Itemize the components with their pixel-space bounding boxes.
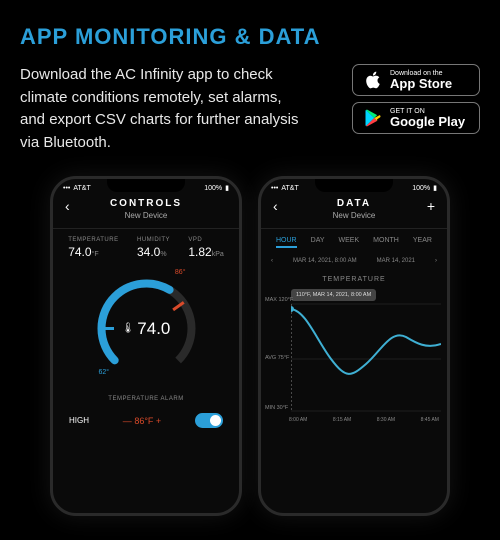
data-subtitle: New Device	[273, 211, 435, 220]
phone-controls: •••AT&T 4:48PM 100%▮ ‹ CONTROLS New Devi…	[50, 176, 242, 516]
tab-day[interactable]: DAY	[311, 237, 325, 248]
xtick: 8:00 AM	[289, 417, 307, 423]
add-icon[interactable]: +	[427, 198, 435, 214]
metric-temperature: TEMPERATURE 74.0°F	[68, 237, 118, 261]
date-left: MAR 14, 2021, 8:00 AM	[293, 258, 357, 264]
temperature-chart[interactable]: 110°F, MAR 14, 2021, 8:00 AM MAX 120°F A…	[261, 287, 447, 417]
google-play-icon	[363, 108, 383, 128]
battery-pct: 100%	[412, 185, 430, 192]
alarm-high-row: HIGH — 86°F +	[65, 408, 227, 433]
google-play-name: Google Play	[390, 115, 465, 128]
phone-notch	[107, 179, 185, 192]
signal-icon: •••	[271, 185, 278, 192]
date-right: MAR 14, 2021	[377, 258, 415, 264]
phone-notch	[315, 179, 393, 192]
carrier: AT&T	[281, 185, 298, 192]
app-store-badge[interactable]: Download on the App Store	[352, 64, 480, 96]
phone-data: •••AT&T 4:48PM 100%▮ ‹ + DATA New Device…	[258, 176, 450, 516]
date-nav: ‹ MAR 14, 2021, 8:00 AM MAR 14, 2021 ›	[261, 254, 447, 268]
apple-icon	[363, 70, 383, 90]
app-store-name: App Store	[390, 77, 452, 90]
chart-xaxis: 8:00 AM 8:15 AM 8:30 AM 8:45 AM	[261, 417, 447, 423]
metric-vpd: VPD 1.82kPa	[188, 237, 223, 261]
tab-year[interactable]: YEAR	[413, 237, 432, 248]
carrier: AT&T	[73, 185, 90, 192]
back-icon[interactable]: ‹	[273, 198, 278, 214]
dial-min-label: 62°	[99, 369, 110, 376]
range-tabs: HOUR DAY WEEK MONTH YEAR	[261, 229, 447, 254]
temperature-dial[interactable]: 86° 62° 🌡74.0	[89, 271, 204, 386]
alarm-section-label: TEMPERATURE ALARM	[65, 396, 227, 402]
data-header: ‹ + DATA New Device	[261, 194, 447, 229]
y-min: MIN 30°F	[265, 405, 288, 411]
controls-title: CONTROLS	[65, 198, 227, 209]
battery-icon: ▮	[225, 184, 229, 192]
xtick: 8:45 AM	[421, 417, 439, 423]
battery-pct: 100%	[204, 185, 222, 192]
dial-max-label: 86°	[175, 269, 186, 276]
dial-center-value: 🌡74.0	[122, 319, 171, 339]
metric-humidity: HUMIDITY 34.0%	[137, 237, 170, 261]
page-title: APP MONITORING & DATA	[20, 24, 480, 50]
controls-subtitle: New Device	[65, 211, 227, 220]
battery-icon: ▮	[433, 184, 437, 192]
tab-week[interactable]: WEEK	[339, 237, 360, 248]
store-badges: Download on the App Store GET IT ON Goog…	[352, 64, 480, 134]
alarm-toggle[interactable]	[195, 413, 223, 428]
controls-header: ‹ CONTROLS New Device	[53, 194, 239, 229]
date-next-icon[interactable]: ›	[435, 258, 437, 264]
signal-icon: •••	[63, 185, 70, 192]
alarm-high-value: — 86°F +	[123, 416, 161, 426]
back-icon[interactable]: ‹	[65, 198, 70, 214]
metrics-row: TEMPERATURE 74.0°F HUMIDITY 34.0% VPD 1.…	[53, 229, 239, 265]
google-play-badge[interactable]: GET IT ON Google Play	[352, 102, 480, 134]
data-title: DATA	[273, 198, 435, 209]
tab-month[interactable]: MONTH	[373, 237, 399, 248]
y-max: MAX 120°F	[265, 297, 293, 303]
date-prev-icon[interactable]: ‹	[271, 258, 273, 264]
tab-hour[interactable]: HOUR	[276, 237, 297, 248]
y-avg: AVG 75°F	[265, 355, 289, 361]
page-description: Download the AC Infinity app to check cl…	[20, 64, 300, 154]
alarm-high-label: HIGH	[69, 416, 89, 425]
xtick: 8:15 AM	[333, 417, 351, 423]
chart-label: TEMPERATURE	[261, 268, 447, 287]
xtick: 8:30 AM	[377, 417, 395, 423]
